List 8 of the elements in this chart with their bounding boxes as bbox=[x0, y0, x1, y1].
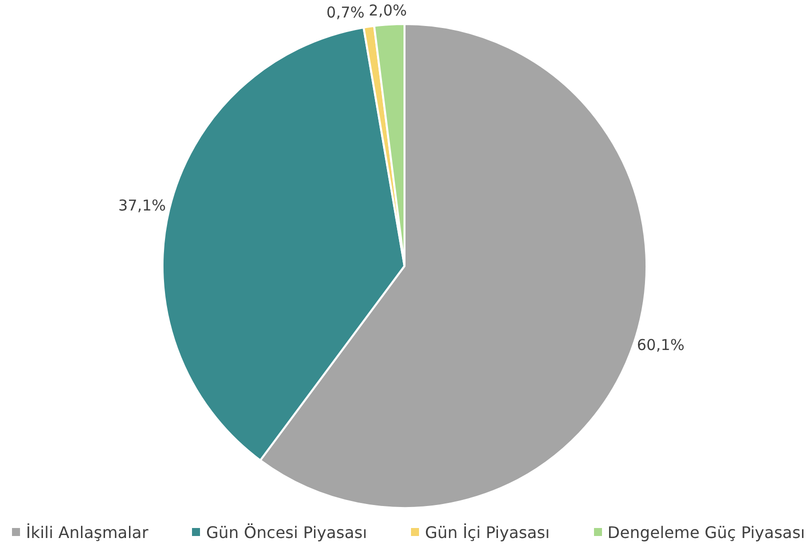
data-label: 37,1% bbox=[118, 196, 166, 215]
legend-label: İkili Anlaşmalar bbox=[26, 522, 148, 542]
data-label: 0,7% bbox=[326, 4, 365, 22]
legend-label: Gün İçi Piyasası bbox=[424, 522, 550, 542]
legend-label: Dengeleme Güç Piyasası bbox=[608, 522, 805, 542]
data-label: 60,1% bbox=[636, 336, 685, 354]
data-label: 2,0% bbox=[368, 1, 407, 20]
legend-label: Gün Öncesi Piyasası bbox=[206, 522, 368, 542]
